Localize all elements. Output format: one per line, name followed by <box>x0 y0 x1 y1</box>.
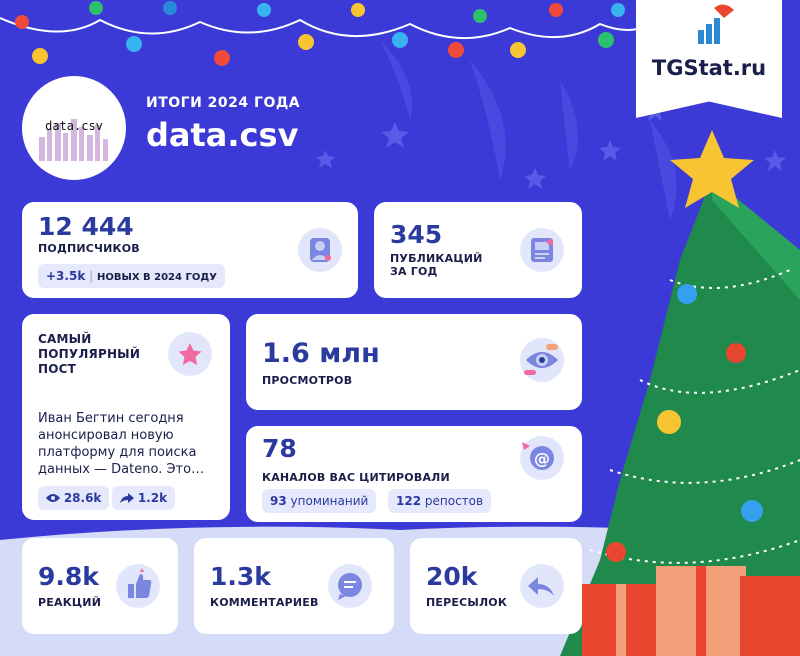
chart-logo-icon <box>698 4 734 44</box>
brand-tag: TGStat.ru <box>636 0 782 118</box>
comments-count: 1.3k <box>210 562 271 591</box>
citations-count: 78 <box>262 434 297 463</box>
forward-arrow-icon <box>520 564 564 608</box>
publications-count: 345 <box>390 220 443 249</box>
new-subscribers-label: НОВЫХ В 2024 ГОДУ <box>96 272 217 283</box>
publications-card: 345 ПУБЛИКАЦИЙ ЗА ГОД <box>374 202 582 298</box>
mentions-label: упоминаний <box>290 494 369 508</box>
popular-post-title-line3: ПОСТ <box>38 362 77 376</box>
popular-post-text-line1: Иван Бегтин сегодня <box>38 411 184 426</box>
at-sign-icon: @ <box>520 436 564 480</box>
forwards-label: ПЕРЕСЫЛОК <box>426 596 508 609</box>
avatar-text: data.csv <box>45 119 103 133</box>
views-card: 1.6 млн ПРОСМОТРОВ <box>246 314 582 410</box>
eye-small-icon <box>46 494 60 502</box>
share-small-icon <box>120 493 134 503</box>
reposts-badge: 122 репостов <box>388 489 492 513</box>
svg-text:@: @ <box>534 449 550 468</box>
popular-post-title-line2: ПОПУЛЯРНЫЙ <box>38 347 141 361</box>
comments-card: 1.3k КОММЕНТАРИЕВ <box>194 538 394 634</box>
reactions-card: 9.8k РЕАКЦИЙ <box>22 538 178 634</box>
city-skyline-icon <box>39 119 108 161</box>
reactions-count: 9.8k <box>38 562 99 591</box>
mentions-value: 93 <box>270 494 287 508</box>
channel-avatar: data.csv <box>22 76 126 180</box>
comments-label: КОММЕНТАРИЕВ <box>210 596 319 609</box>
citations-label: КАНАЛОВ ВАС ЦИТИРОВАЛИ <box>262 471 450 484</box>
separator: | <box>89 269 97 283</box>
brand-name: TGStat.ru <box>651 56 767 80</box>
star-icon <box>168 332 212 376</box>
post-views-badge: 28.6k <box>38 486 110 510</box>
reposts-value: 122 <box>396 494 422 508</box>
reposts-label: репостов <box>424 494 484 508</box>
subscribers-label: ПОДПИСЧИКОВ <box>38 242 140 255</box>
popular-post-title-line1: САМЫЙ <box>38 332 92 346</box>
views-label: ПРОСМОТРОВ <box>262 374 353 387</box>
publications-label-line2: ЗА ГОД <box>390 265 438 278</box>
citations-card: 78 КАНАЛОВ ВАС ЦИТИРОВАЛИ 93 упоминаний … <box>246 426 582 522</box>
new-subscribers-value: +3.5k <box>46 269 86 283</box>
popular-post-text-line2: анонсировал новую <box>38 428 174 443</box>
subscribers-count: 12 444 <box>38 212 134 241</box>
post-shares-value: 1.2k <box>137 491 168 505</box>
chat-bubble-icon <box>328 564 372 608</box>
post-views-value: 28.6k <box>63 491 102 505</box>
document-icon <box>520 228 564 272</box>
popular-post-text-line3: платформу для поиска <box>38 445 197 460</box>
gift-boxes <box>582 566 800 656</box>
views-count: 1.6 млн <box>262 338 380 369</box>
reactions-label: РЕАКЦИЙ <box>38 596 102 609</box>
new-subscribers-badge: +3.5k | НОВЫХ В 2024 ГОДУ <box>38 264 225 288</box>
person-icon <box>298 228 342 272</box>
subscribers-card: 12 444 ПОДПИСЧИКОВ +3.5k | НОВЫХ В 2024 … <box>22 202 358 298</box>
thumbs-up-icon <box>116 564 160 608</box>
forwards-count: 20k <box>426 562 478 591</box>
page-subtitle: ИТОГИ 2024 ГОДА <box>146 95 301 111</box>
post-shares-badge: 1.2k <box>112 486 176 510</box>
eye-icon <box>520 338 564 382</box>
popular-post-card: САМЫЙ ПОПУЛЯРНЫЙ ПОСТ Иван Бегтин сегодн… <box>22 314 230 520</box>
channel-title: data.csv <box>146 116 299 154</box>
forwards-card: 20k ПЕРЕСЫЛОК <box>410 538 582 634</box>
popular-post-text-line4: данных — Dateno. Это… <box>38 462 205 477</box>
publications-label-line1: ПУБЛИКАЦИЙ <box>390 252 483 265</box>
christmas-tree <box>560 130 800 656</box>
mentions-badge: 93 упоминаний <box>262 489 377 513</box>
